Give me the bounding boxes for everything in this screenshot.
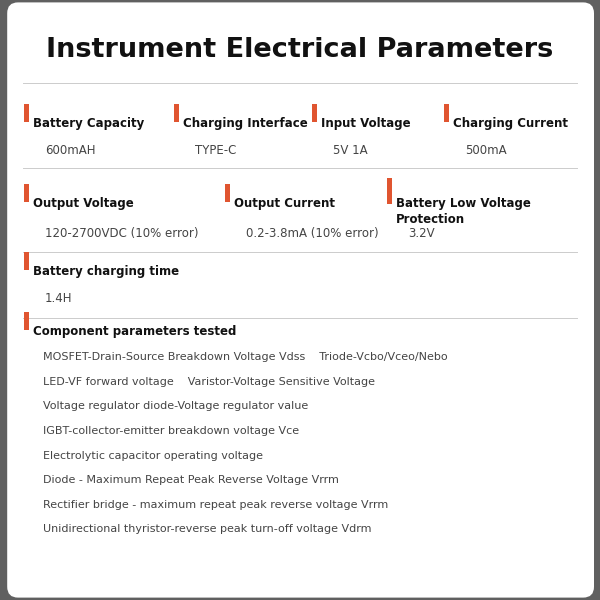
Text: 0.2-3.8mA (10% error): 0.2-3.8mA (10% error) (246, 227, 379, 241)
Text: Output Current: Output Current (234, 197, 335, 210)
FancyBboxPatch shape (7, 2, 594, 598)
Text: Unidirectional thyristor-reverse peak turn-off voltage Vdrm: Unidirectional thyristor-reverse peak tu… (43, 524, 372, 535)
Text: Battery Low Voltage
Protection: Battery Low Voltage Protection (396, 197, 531, 226)
Text: IGBT-collector-emitter breakdown voltage Vce: IGBT-collector-emitter breakdown voltage… (43, 426, 299, 436)
Text: 600mAH: 600mAH (45, 144, 95, 157)
Text: 3.2V: 3.2V (408, 227, 434, 241)
Text: Input Voltage: Input Voltage (321, 117, 410, 130)
Text: 500mA: 500mA (465, 144, 506, 157)
Text: 120-2700VDC (10% error): 120-2700VDC (10% error) (45, 227, 199, 241)
Bar (444, 104, 449, 122)
Text: Instrument Electrical Parameters: Instrument Electrical Parameters (46, 37, 554, 63)
Text: Component parameters tested: Component parameters tested (33, 325, 236, 338)
Text: Electrolytic capacitor operating voltage: Electrolytic capacitor operating voltage (43, 451, 263, 461)
Bar (24, 104, 29, 122)
Bar (24, 312, 29, 330)
Text: Charging Interface: Charging Interface (183, 117, 308, 130)
Bar (225, 184, 230, 202)
Bar (24, 184, 29, 202)
Text: LED-VF forward voltage    Varistor-Voltage Sensitive Voltage: LED-VF forward voltage Varistor-Voltage … (43, 377, 375, 387)
Bar (24, 252, 29, 270)
Text: Battery Capacity: Battery Capacity (33, 117, 144, 130)
Text: 1.4H: 1.4H (45, 292, 73, 305)
Text: Output Voltage: Output Voltage (33, 197, 134, 210)
Text: Voltage regulator diode-Voltage regulator value: Voltage regulator diode-Voltage regulato… (43, 401, 308, 412)
Text: Diode - Maximum Repeat Peak Reverse Voltage Vrrm: Diode - Maximum Repeat Peak Reverse Volt… (43, 475, 339, 485)
Text: Charging Current: Charging Current (453, 117, 568, 130)
Bar (387, 178, 392, 204)
Text: TYPE-C: TYPE-C (195, 144, 236, 157)
Bar (312, 104, 317, 122)
Text: Rectifier bridge - maximum repeat peak reverse voltage Vrrm: Rectifier bridge - maximum repeat peak r… (43, 500, 388, 510)
Text: MOSFET-Drain-Source Breakdown Voltage Vdss    Triode-Vcbo/Vceo/Nebo: MOSFET-Drain-Source Breakdown Voltage Vd… (43, 352, 448, 362)
Text: Battery charging time: Battery charging time (33, 265, 179, 278)
Bar (174, 104, 179, 122)
Text: 5V 1A: 5V 1A (333, 144, 368, 157)
